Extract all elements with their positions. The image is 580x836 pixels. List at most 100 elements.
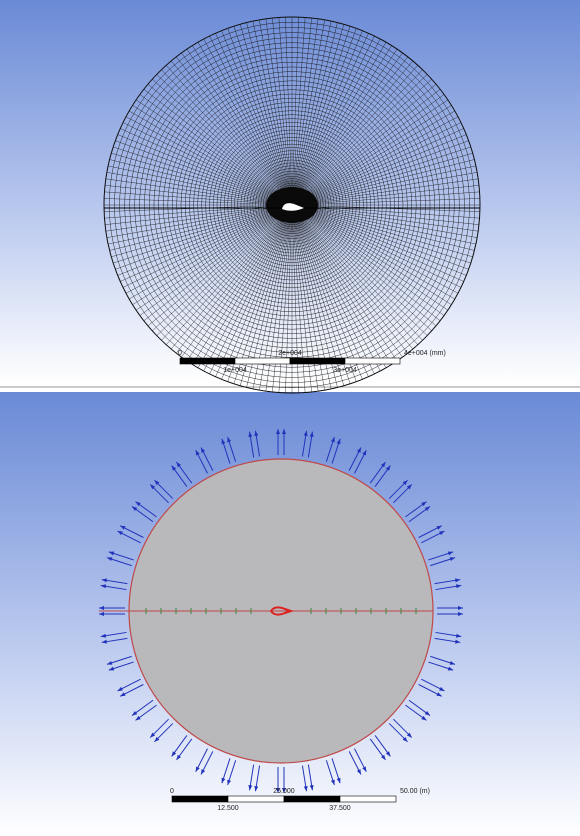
arrow-head bbox=[117, 686, 123, 691]
mesh-spoke bbox=[294, 210, 369, 377]
arrow-head bbox=[100, 584, 107, 589]
mesh-spoke bbox=[109, 206, 287, 251]
arrow-head bbox=[135, 501, 141, 507]
mesh-spoke bbox=[296, 89, 441, 202]
mesh-spoke bbox=[108, 206, 287, 245]
mesh-spoke bbox=[295, 49, 398, 201]
mesh-spoke bbox=[297, 146, 471, 204]
arrow-head bbox=[447, 666, 454, 671]
arrow-head bbox=[106, 660, 113, 665]
mesh-spoke bbox=[296, 105, 452, 202]
mesh-spoke bbox=[111, 152, 287, 204]
scale-segment bbox=[339, 795, 397, 803]
mesh-spoke bbox=[294, 35, 375, 200]
arrow-head bbox=[101, 578, 107, 583]
mesh-spoke bbox=[197, 42, 290, 200]
mesh-spoke bbox=[125, 116, 287, 203]
mesh-spoke bbox=[295, 56, 408, 201]
arrow-head bbox=[336, 777, 341, 784]
arrow-head bbox=[154, 736, 160, 742]
mesh-spoke bbox=[129, 207, 287, 300]
airfoil bbox=[269, 606, 295, 616]
mesh-spoke bbox=[293, 22, 338, 200]
mesh-spoke bbox=[296, 209, 428, 336]
mesh-spoke bbox=[203, 38, 290, 200]
mesh-spoke bbox=[156, 209, 288, 336]
arrow-head bbox=[227, 779, 232, 786]
mesh-spoke bbox=[297, 198, 480, 205]
arrow-head bbox=[120, 692, 126, 697]
mesh-spoke bbox=[296, 74, 428, 201]
arrow-head bbox=[421, 715, 427, 721]
mesh-spoke bbox=[294, 33, 369, 200]
mesh-spoke bbox=[152, 79, 288, 202]
mesh-spoke bbox=[109, 159, 287, 204]
arrow-head bbox=[380, 754, 386, 761]
arrow-head bbox=[362, 450, 367, 456]
arrow-head bbox=[221, 438, 226, 445]
mesh-spoke bbox=[294, 210, 363, 380]
mesh-spoke bbox=[105, 185, 287, 205]
mesh-spoke bbox=[209, 210, 290, 375]
arrow-head bbox=[150, 484, 156, 490]
arrow-head bbox=[248, 785, 253, 791]
arrow-head bbox=[439, 686, 445, 691]
mesh-spoke bbox=[132, 105, 288, 202]
arrow-head bbox=[380, 461, 386, 468]
arrow-head bbox=[455, 639, 461, 644]
mesh-spoke bbox=[122, 122, 287, 203]
arrow-head bbox=[100, 633, 107, 638]
mesh-spoke bbox=[278, 17, 292, 200]
mesh-spoke bbox=[192, 209, 289, 365]
mesh-spoke bbox=[221, 210, 290, 380]
mesh-spoke bbox=[297, 205, 478, 238]
mesh-spoke bbox=[139, 94, 288, 202]
mesh-spoke bbox=[297, 207, 462, 288]
mesh-spoke bbox=[106, 172, 287, 205]
arrow-head bbox=[402, 480, 408, 486]
mesh-spoke bbox=[297, 206, 473, 258]
arrow-head bbox=[276, 429, 280, 434]
mesh-spoke bbox=[259, 19, 292, 200]
mesh-spoke bbox=[252, 21, 291, 200]
arrow-head bbox=[330, 436, 335, 443]
mesh-spoke bbox=[156, 74, 288, 201]
mesh-spoke bbox=[111, 206, 287, 258]
arrow-head bbox=[455, 578, 461, 583]
mesh-spoke bbox=[294, 42, 387, 200]
mesh-spoke bbox=[239, 24, 291, 200]
mesh-spoke bbox=[296, 79, 432, 202]
arrow-head bbox=[309, 431, 314, 437]
arrow-head bbox=[356, 769, 361, 775]
arrow-head bbox=[385, 465, 391, 471]
mesh-spoke bbox=[293, 210, 345, 386]
arrow-head bbox=[221, 777, 226, 784]
mesh-spoke bbox=[297, 207, 455, 300]
scale-segment bbox=[171, 795, 229, 803]
arrow-head bbox=[303, 785, 308, 792]
mesh-spoke bbox=[297, 110, 455, 203]
mesh-spoke bbox=[297, 128, 464, 203]
mesh-spoke bbox=[132, 208, 288, 305]
arrow-head bbox=[254, 785, 259, 792]
arrow-head bbox=[406, 732, 412, 738]
mesh-spoke bbox=[108, 165, 287, 204]
mesh-spoke bbox=[295, 45, 392, 201]
mesh-spoke bbox=[297, 140, 469, 204]
mesh-spoke bbox=[296, 209, 423, 341]
mesh-spoke bbox=[181, 52, 289, 201]
mesh-spoke bbox=[297, 178, 479, 205]
mesh-spoke bbox=[285, 17, 292, 200]
mesh-spoke bbox=[295, 209, 398, 361]
mesh-spoke bbox=[294, 210, 375, 375]
mesh-spoke bbox=[115, 206, 287, 270]
mesh-spoke bbox=[120, 128, 287, 203]
mesh-spoke bbox=[297, 205, 479, 232]
mesh-spoke bbox=[136, 99, 288, 202]
scale-label: 12.500 bbox=[217, 805, 239, 812]
arrow-head bbox=[99, 612, 104, 616]
arrow-head bbox=[421, 501, 427, 507]
arrow-head bbox=[120, 525, 126, 530]
scale-segment bbox=[344, 357, 401, 365]
